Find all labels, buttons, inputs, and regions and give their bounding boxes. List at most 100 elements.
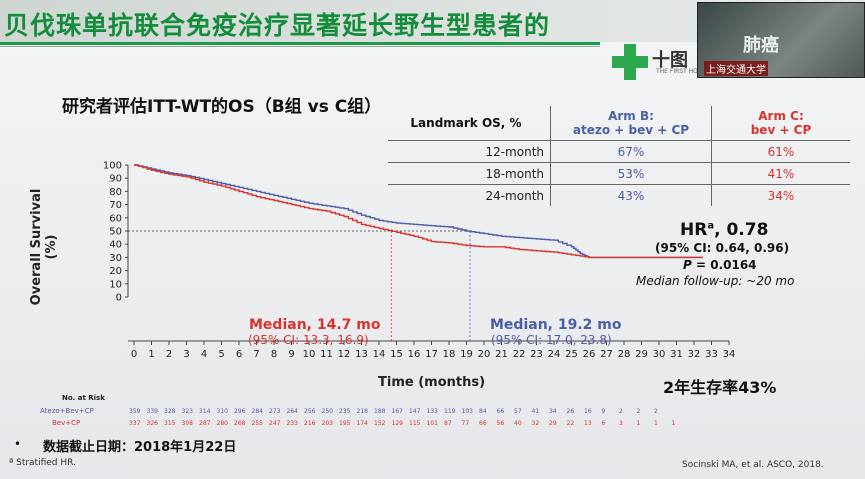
y-tick-label: 30 (109, 253, 122, 264)
two-year-survival-note: 2年生存率43% (663, 378, 777, 397)
risk-count: 310 (216, 408, 228, 415)
median-red-label: Median, 14.7 mo (249, 317, 381, 333)
arm-c-header-line1: Arm C: (758, 109, 804, 123)
p-value-label: P (683, 258, 692, 272)
y-tick-label: 70 (109, 200, 122, 211)
risk-count: 359 (129, 408, 141, 415)
risk-count: 66 (479, 420, 487, 427)
x-tick-label: 17 (425, 349, 438, 360)
x-tick-label: 9 (288, 349, 294, 360)
hazard-ratio-value: , 0.78 (714, 220, 769, 240)
arm-c-header: Arm C: bev + CP (711, 106, 850, 141)
chart-title: 研究者评估ITT-WT的OS（B组 vs C组） (62, 97, 382, 117)
risk-count: 133 (426, 408, 438, 415)
arm-c-value: 41% (711, 162, 850, 185)
y-tick-label: 90 (109, 174, 122, 185)
y-tick-label: 40 (109, 240, 122, 251)
risk-count: 84 (479, 408, 487, 415)
row-label: 12-month (388, 140, 551, 163)
hospital-logo-subtext: THE FIRST HOSPITAL (656, 68, 718, 75)
risk-count: 233 (286, 420, 298, 427)
x-tick-label: 15 (390, 349, 403, 360)
row-label: 24-month (388, 184, 551, 206)
risk-count: 2 (636, 408, 641, 415)
risk-count: 2 (654, 408, 658, 415)
x-tick-label: 33 (705, 349, 718, 360)
arm-b-header-line2: atezo + bev + CP (572, 123, 690, 137)
risk-count: 66 (496, 408, 505, 415)
risk-count: 77 (461, 420, 470, 427)
x-tick-label: 29 (635, 349, 648, 360)
risk-table-title: No. at Risk (62, 394, 105, 402)
x-tick-label: 24 (548, 349, 561, 360)
table-row: 12-month 67% 61% (388, 140, 850, 163)
risk-count: 34 (549, 408, 557, 415)
risk-count: 314 (199, 408, 211, 415)
table-row: 18-month 53% 41% (388, 162, 850, 185)
x-tick-label: 3 (183, 349, 189, 360)
risk-count: 22 (566, 420, 575, 427)
landmark-header-label: Landmark OS, % (410, 116, 522, 130)
risk-count: 250 (321, 408, 333, 415)
x-tick-label: 18 (443, 349, 456, 360)
video-banner-text: 肺癌 (743, 35, 779, 56)
risk-count: 256 (304, 408, 316, 415)
risk-count: 188 (374, 408, 386, 415)
x-tick-label: 5 (218, 349, 224, 360)
risk-count: 195 (339, 420, 351, 427)
cutoff-bullet: • (14, 437, 22, 451)
risk-count: 280 (216, 420, 228, 427)
hazard-ratio-label: HR (680, 220, 708, 240)
x-tick-label: 1 (148, 349, 154, 360)
risk-count: 2 (619, 408, 623, 415)
risk-count: 129 (391, 420, 403, 427)
x-tick-label: 26 (583, 349, 596, 360)
x-tick-label: 22 (513, 349, 526, 360)
data-cutoff-date: 数据截止日期：2018年1月22日 (43, 440, 237, 455)
risk-arm-c-label: Bev+CP (52, 419, 81, 427)
risk-count: 203 (321, 420, 333, 427)
risk-count: 56 (496, 420, 505, 427)
title-underline-thin (0, 46, 600, 47)
risk-count: 308 (181, 420, 193, 427)
y-tick-label: 0 (116, 293, 122, 304)
risk-count: 268 (234, 420, 246, 427)
median-red-ci: (95% CI: 13.3, 16.9) (248, 333, 369, 347)
risk-count: 167 (391, 408, 403, 415)
arm-b-header: Arm B: atezo + bev + CP (550, 106, 712, 141)
slide-title: 贝伐珠单抗联合免疫治疗显著延长野生型患者的 (4, 11, 551, 40)
p-value-number: = 0.0164 (691, 258, 757, 272)
x-tick-label: 34 (723, 349, 736, 360)
x-tick-label: 14 (373, 349, 386, 360)
risk-count: 147 (409, 408, 421, 415)
citation: Socinski MA, et al. ASCO, 2018. (682, 460, 824, 470)
x-tick-label: 7 (253, 349, 259, 360)
risk-count: 216 (304, 420, 316, 427)
x-tick-label: 13 (355, 349, 368, 360)
y-tick-label: 50 (109, 227, 122, 238)
risk-count: 103 (461, 408, 473, 415)
x-tick-label: 21 (495, 349, 508, 360)
hazard-ratio: HRa, 0.78 (680, 220, 768, 240)
risk-count: 1 (636, 420, 641, 427)
risk-count: 255 (251, 420, 263, 427)
risk-count: 16 (584, 408, 592, 415)
risk-count: 218 (356, 408, 368, 415)
x-tick-label: 25 (565, 349, 578, 360)
series-line-arm-c (134, 164, 703, 259)
risk-count: 119 (444, 408, 456, 415)
risk-count: 57 (514, 408, 522, 415)
x-tick-label: 0 (131, 349, 137, 360)
series-line-arm-b (134, 164, 703, 259)
risk-count: 326 (146, 420, 158, 427)
x-tick-label: 16 (408, 349, 421, 360)
risk-count: 32 (531, 420, 540, 427)
risk-count: 101 (426, 420, 438, 427)
speaker-video-overlay[interactable]: 肺癌 上海交通大学 (697, 2, 865, 78)
x-tick-label: 31 (670, 349, 683, 360)
landmark-os-table: Landmark OS, % Arm B: atezo + bev + CP Ar… (388, 106, 850, 206)
risk-count: 337 (129, 420, 141, 427)
risk-count: 287 (199, 420, 211, 427)
